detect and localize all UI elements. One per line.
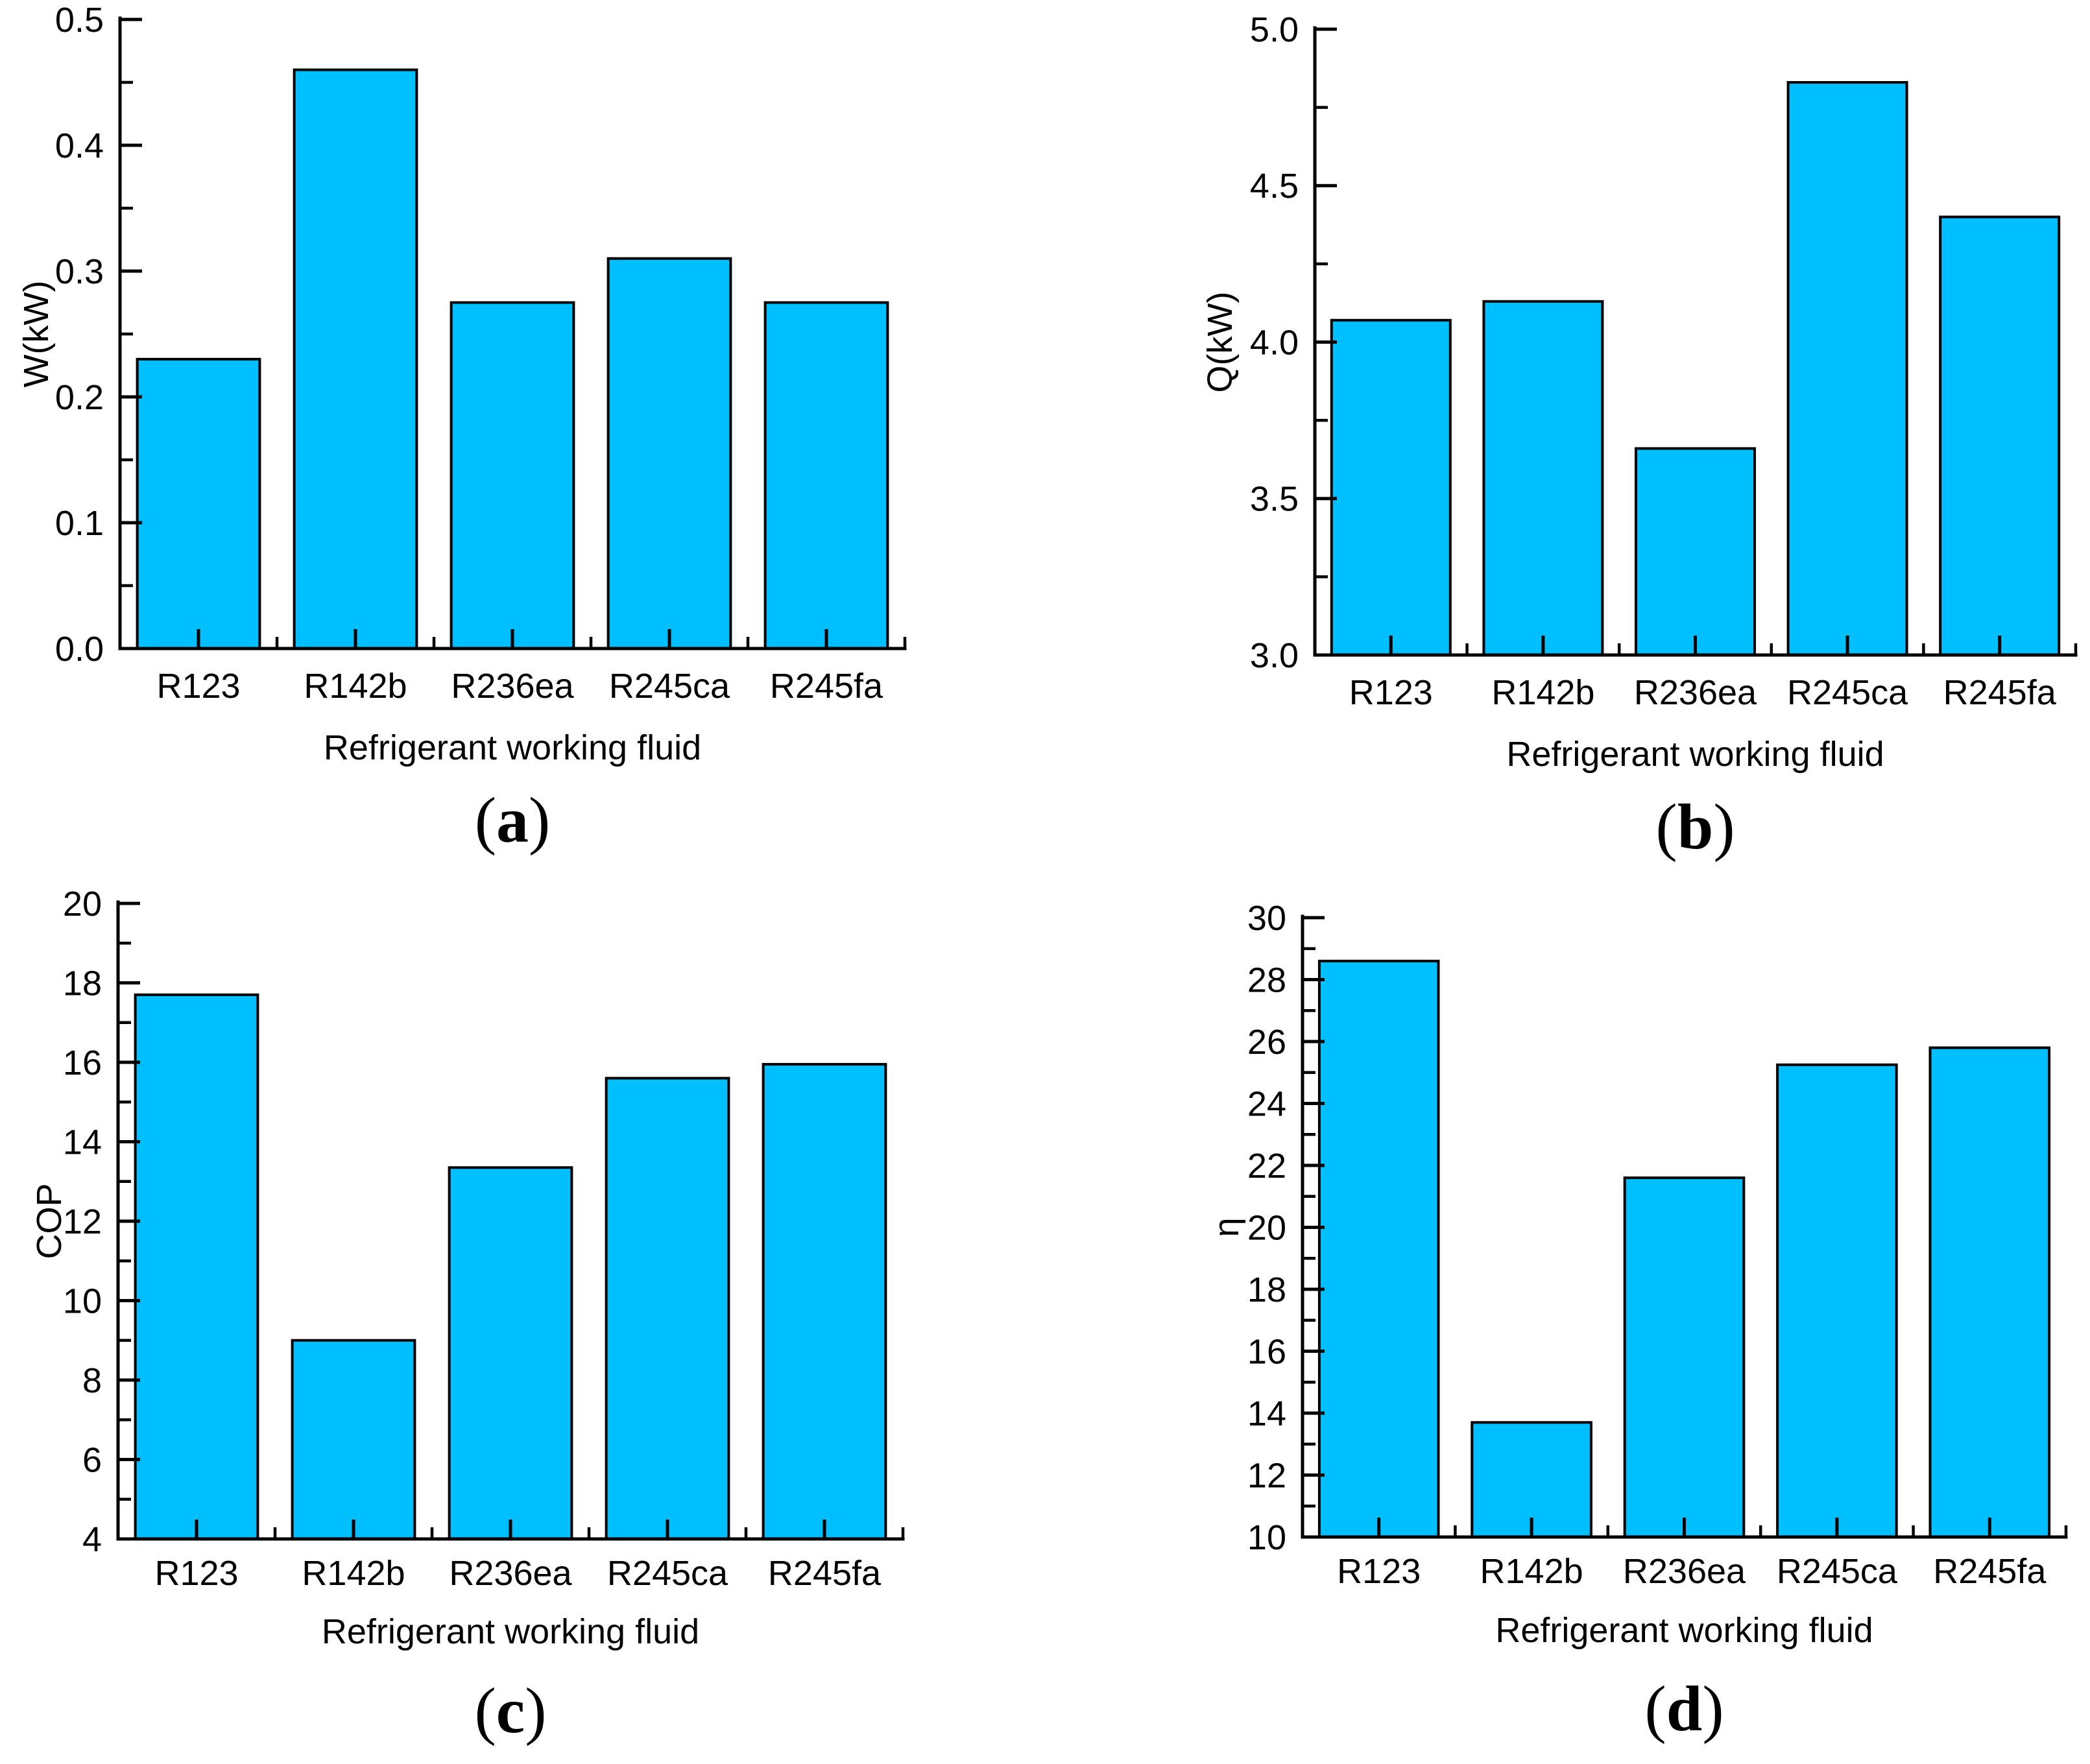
y-tick-label: 16 (1247, 1332, 1286, 1371)
x-category-label: R123 (1337, 1552, 1421, 1591)
bar-R142b (1482, 300, 1604, 656)
y-tick-label: 20 (63, 885, 102, 924)
y-tick-label: 0.4 (55, 126, 104, 165)
y-axis-title: Q(kW) (1201, 292, 1240, 393)
y-tick-label: 28 (1247, 960, 1286, 999)
y-tick-label: 5.0 (1250, 10, 1299, 49)
x-category-label: R245ca (1787, 673, 1908, 712)
bar-R245ca (1786, 81, 1908, 656)
caption-open-paren: ( (1644, 1673, 1666, 1745)
panel-caption-b: (b) (1533, 785, 1858, 869)
caption-open-paren: ( (474, 784, 496, 856)
y-tick-label: 3.5 (1250, 480, 1299, 519)
y-tick-label: 0.0 (55, 630, 104, 669)
x-category-label: R245fa (768, 1554, 882, 1593)
bar-R245fa (1939, 215, 2061, 656)
y-tick-label: 12 (63, 1202, 102, 1241)
panel-caption-d: (d) (1522, 1667, 1847, 1751)
bar-R142b (291, 1339, 416, 1540)
x-axis-title: Refrigerant working fluid (1495, 1611, 1873, 1650)
y-axis-title: W(kW) (17, 281, 56, 388)
y-tick-label: 10 (1247, 1518, 1286, 1557)
x-category-label: R142b (304, 667, 407, 706)
y-tick-label: 14 (1247, 1394, 1286, 1433)
y-tick-label: 6 (82, 1440, 102, 1479)
x-category-label: R142b (1491, 673, 1594, 712)
y-tick-label: 18 (1247, 1270, 1286, 1309)
caption-letter: a (496, 784, 529, 856)
chart-d-eta: 10 12 14 16 18 20 22 24 26 28 30 R123 R142b R236ea R24… (1207, 899, 2068, 1650)
bar-R245fa (762, 1063, 887, 1540)
x-category-label: R123 (1349, 673, 1433, 712)
y-tick-label: 16 (63, 1043, 102, 1082)
caption-open-paren: ( (1655, 791, 1677, 863)
y-tick-label: 0.1 (55, 504, 104, 543)
x-category-label: R236ea (451, 667, 574, 706)
y-tick-label: 22 (1247, 1147, 1286, 1186)
y-tick-label: 4.5 (1250, 167, 1299, 206)
y-tick-label: 30 (1247, 899, 1286, 938)
chart-c-cop: 4 6 8 10 12 14 16 18 20 R123 R142b R236ea R245ca R245… (30, 885, 905, 1651)
bar-R142b (293, 68, 418, 650)
y-tick-label: 18 (63, 964, 102, 1003)
x-category-label: R245fa (1943, 673, 2057, 712)
bar-R245fa (763, 301, 889, 650)
chart-a-w-kw: 0.0 0.1 0.2 0.3 0.4 0.5 R123 R142b R236ea R245ca R… (17, 1, 907, 767)
caption-letter: b (1677, 791, 1714, 863)
chart-b-q-kw: 3.0 3.5 4.0 4.5 5.0 R123 R142b R236ea R245ca R245… (1201, 10, 2078, 774)
caption-close-paren: ) (1702, 1673, 1724, 1745)
y-tick-label: 4 (82, 1520, 102, 1559)
x-category-label: R236ea (1634, 673, 1757, 712)
y-tick-label: 0.5 (55, 1, 104, 40)
y-tick-label: 12 (1247, 1456, 1286, 1495)
x-category-label: R236ea (449, 1554, 572, 1593)
bar-R123 (134, 993, 259, 1540)
x-category-label: R245ca (607, 1554, 728, 1593)
x-category-label: R142b (1480, 1552, 1583, 1591)
bar-R236ea (448, 1166, 573, 1540)
x-axis-title: Refrigerant working fluid (324, 728, 701, 767)
caption-close-paren: ) (1713, 791, 1735, 863)
caption-letter: c (496, 1675, 525, 1746)
x-category-label: R236ea (1623, 1552, 1746, 1591)
bar-R123 (136, 357, 261, 650)
x-category-label: R142b (302, 1554, 405, 1593)
y-tick-label: 26 (1247, 1023, 1286, 1062)
y-tick-label: 24 (1247, 1084, 1286, 1123)
y-tick-label: 0.3 (55, 252, 104, 291)
y-tick-label: 10 (63, 1281, 102, 1320)
x-category-label: R123 (156, 667, 240, 706)
panel-caption-c: (c) (348, 1669, 673, 1753)
x-category-label: R245ca (1777, 1552, 1898, 1591)
y-tick-label: 4.0 (1250, 323, 1299, 362)
y-tick-label: 8 (82, 1361, 102, 1400)
x-category-label: R245fa (1933, 1552, 2047, 1591)
caption-close-paren: ) (525, 1675, 547, 1746)
y-axis-title: η (1207, 1217, 1246, 1237)
bar-R245ca (1776, 1063, 1898, 1538)
bar-R245ca (605, 1077, 730, 1540)
bar-R236ea (450, 301, 575, 650)
bar-R123 (1317, 959, 1440, 1539)
x-category-label: R245fa (770, 667, 883, 706)
x-category-label: R123 (154, 1554, 238, 1593)
bar-R245fa (1928, 1046, 2051, 1539)
y-axis-title: COP (30, 1183, 69, 1259)
x-axis-title: Refrigerant working fluid (1506, 735, 1884, 774)
y-tick-label: 0.2 (55, 378, 104, 417)
bar-R245ca (607, 257, 732, 650)
x-category-label: R245ca (609, 667, 730, 706)
y-tick-label: 14 (63, 1123, 102, 1162)
bar-R123 (1330, 318, 1452, 657)
caption-open-paren: ( (474, 1675, 496, 1746)
y-tick-label: 3.0 (1250, 636, 1299, 675)
bar-R236ea (1635, 447, 1756, 656)
caption-letter: d (1666, 1673, 1703, 1745)
x-axis-title: Refrigerant working fluid (322, 1612, 699, 1651)
caption-close-paren: ) (529, 784, 551, 856)
panel-caption-a: (a) (350, 778, 675, 863)
bar-R236ea (1623, 1176, 1746, 1539)
y-tick-label: 20 (1247, 1208, 1286, 1247)
